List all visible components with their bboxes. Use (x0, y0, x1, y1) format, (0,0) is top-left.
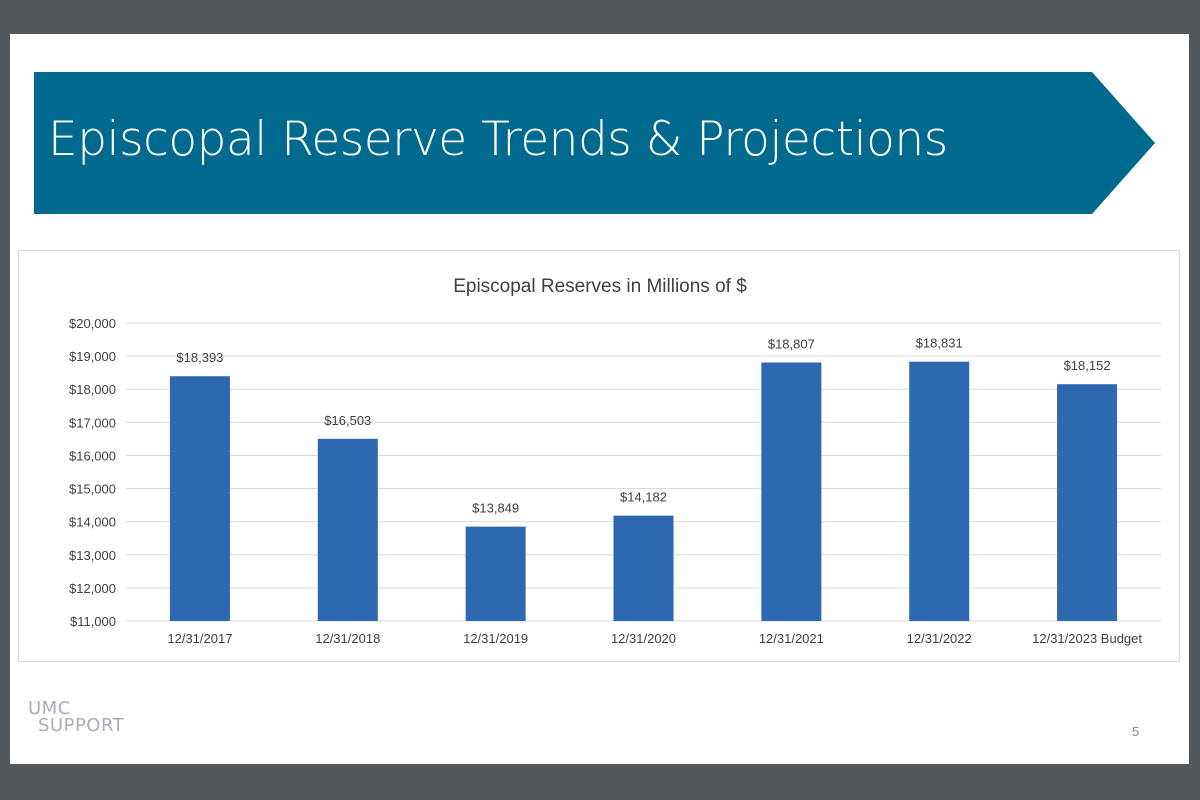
data-label: $18,152 (1064, 358, 1111, 373)
y-tick-label: $12,000 (69, 581, 116, 596)
x-tick-label: 12/31/2020 (611, 631, 676, 646)
x-tick-label: 12/31/2023 Budget (1032, 631, 1142, 646)
logo-line-1: UMC (28, 698, 71, 719)
data-label: $18,393 (176, 350, 223, 365)
page-number: 5 (1132, 724, 1140, 739)
data-label: $18,831 (916, 336, 963, 351)
y-tick-label: $18,000 (69, 382, 116, 397)
bar-chart: Episcopal Reserves in Millions of $ $11,0… (69, 276, 1161, 646)
x-tick-label: 12/31/2019 (463, 631, 528, 646)
logo-line-2: SUPPORT (38, 715, 125, 736)
x-tick-label: 12/31/2018 (315, 631, 380, 646)
data-label: $16,503 (324, 413, 371, 428)
data-label: $18,807 (768, 337, 815, 352)
x-tick-label: 12/31/2022 (907, 631, 972, 646)
chart-container: Episcopal Reserves in Millions of $ $11,0… (18, 250, 1180, 662)
y-tick-label: $20,000 (69, 316, 116, 331)
bar (761, 362, 822, 621)
x-tick-label: 12/31/2021 (759, 631, 824, 646)
y-tick-label: $13,000 (69, 548, 116, 563)
slide: Episcopal Reserve Trends & Projections E… (10, 34, 1189, 764)
y-tick-label: $14,000 (69, 515, 116, 530)
bar (465, 526, 526, 621)
x-tick-label: 12/31/2017 (167, 631, 232, 646)
y-tick-label: $17,000 (69, 415, 116, 430)
data-label: $14,182 (620, 490, 667, 505)
y-tick-label: $19,000 (69, 349, 116, 364)
title-banner: Episcopal Reserve Trends & Projections (34, 72, 1155, 214)
chart-title: Episcopal Reserves in Millions of $ (453, 276, 747, 297)
bar (613, 515, 674, 621)
bar (169, 376, 230, 621)
bar (1057, 384, 1118, 621)
banner-arrow-shape (34, 72, 1155, 214)
data-label: $13,849 (472, 501, 519, 516)
bar (317, 438, 378, 621)
y-tick-label: $15,000 (69, 482, 116, 497)
y-tick-label: $11,000 (70, 614, 116, 629)
bar (909, 361, 970, 621)
slide-title: Episcopal Reserve Trends & Projections (48, 112, 948, 167)
y-tick-label: $16,000 (69, 448, 116, 463)
umc-support-logo: UMC SUPPORT (28, 698, 125, 736)
